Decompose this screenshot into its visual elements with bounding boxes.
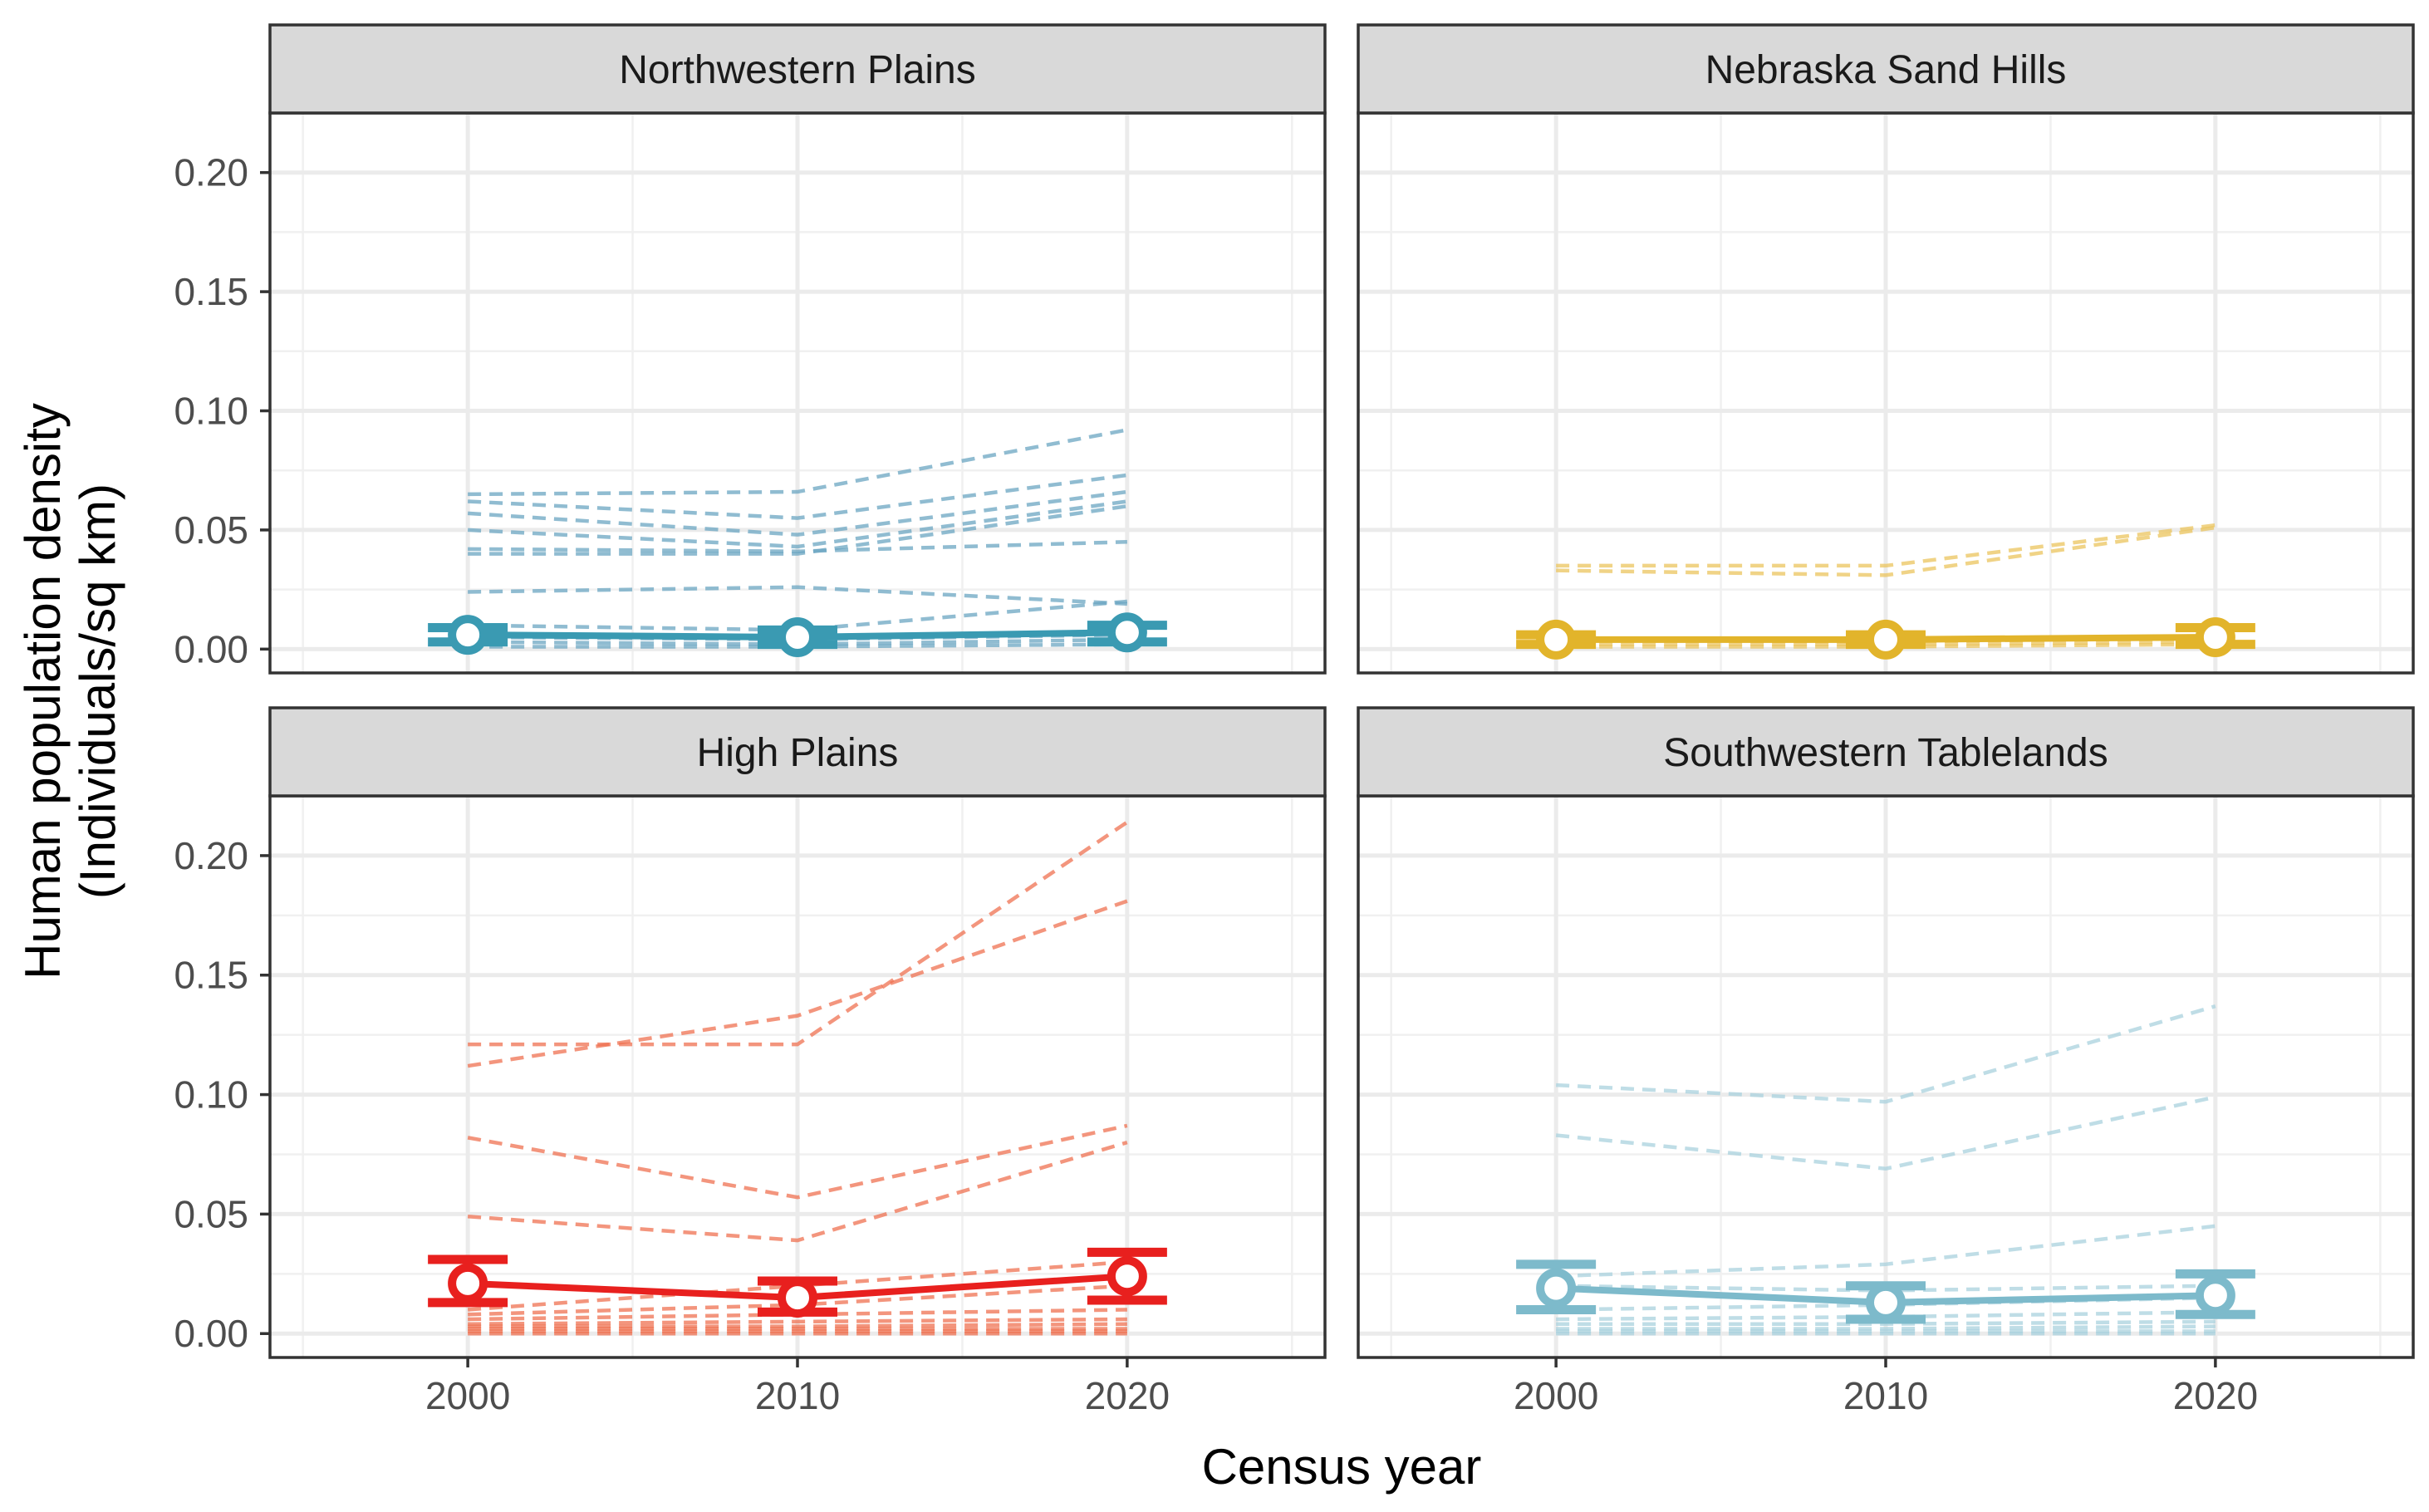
y-tick-label: 0.00 [174,1312,248,1355]
series-line [468,1317,1127,1326]
mean-point [1536,1268,1577,1308]
mean-point [1866,1282,1906,1323]
mean-point [778,616,817,657]
facet-panel: Nebraska Sand Hills [1357,23,2415,675]
x-tick-label: 2000 [425,1374,510,1417]
y-tick-label: 0.10 [174,1073,248,1117]
y-tick-label: 0.05 [174,1192,248,1235]
facet-panel: High Plains 0.00 0.05 0.10 0.15 0.20 2000 2010 2… [174,706,1327,1417]
x-tick-label: 2010 [755,1374,840,1417]
series-line [468,820,1129,1047]
y-tick-label: 0.05 [174,508,248,552]
series-line [468,504,1128,556]
y-tick-label: 0.20 [174,834,248,877]
mean-point [448,615,488,655]
mean-point [1107,612,1147,653]
facet-title: Southwestern Tablelands [1663,731,2108,775]
x-tick-label: 2010 [1843,1374,1928,1417]
series-line [467,899,1128,1068]
series-line [467,1123,1128,1200]
facet-panel: Northwestern Plains 0.00 0.05 0.10 0.15 0.20 [174,23,1327,675]
facet-title: Northwestern Plains [619,48,976,92]
series-line [1556,525,2216,577]
series-line [467,1140,1128,1243]
facet-title: Nebraska Sand Hills [1705,48,2067,92]
series-line [1556,1004,2216,1104]
series-line [468,428,1128,497]
y-tick-label: 0.15 [174,954,248,997]
facet-panel: Southwestern Tablelands 2000 2010 2020 [1357,706,2415,1417]
x-axis-title: Census year [1202,1439,1482,1495]
series-line [1556,1319,2216,1326]
series-line [468,540,1127,553]
series-line [1555,1095,2216,1171]
y-axis-title-line: (Individuals/sq km) [70,484,125,899]
y-tick-label: 0.15 [174,270,248,313]
facet-strip [268,706,1327,798]
x-tick-label: 2020 [1085,1374,1170,1417]
series-line [468,585,1127,606]
x-tick-label: 2000 [1514,1374,1598,1417]
mean-point [2195,1275,2235,1316]
series-line [1556,1324,2216,1331]
mean-point [1107,1256,1147,1297]
series-line [1556,523,2216,568]
x-tick-label: 2020 [2173,1374,2258,1417]
y-tick-label: 0.00 [174,627,248,670]
y-tick-label: 0.20 [174,151,248,194]
series-line [467,489,1128,537]
mean-point [778,1278,817,1318]
facet-strip [268,23,1327,115]
y-axis-title-line: Human population density [15,403,71,979]
facet-strip [1357,23,2415,115]
mean-point [2195,616,2235,657]
mean-point [1866,619,1906,660]
y-tick-label: 0.10 [174,390,248,433]
facet-strip [1357,706,2415,798]
facet-title: High Plains [697,731,899,775]
series-line [468,499,1128,549]
series-line [1556,1224,2216,1279]
series-line [468,473,1128,520]
y-axis-title: Human population density (Individuals/sq … [15,403,125,979]
mean-point [1536,619,1577,660]
mean-point [448,1263,488,1303]
series-line [468,1322,1127,1328]
